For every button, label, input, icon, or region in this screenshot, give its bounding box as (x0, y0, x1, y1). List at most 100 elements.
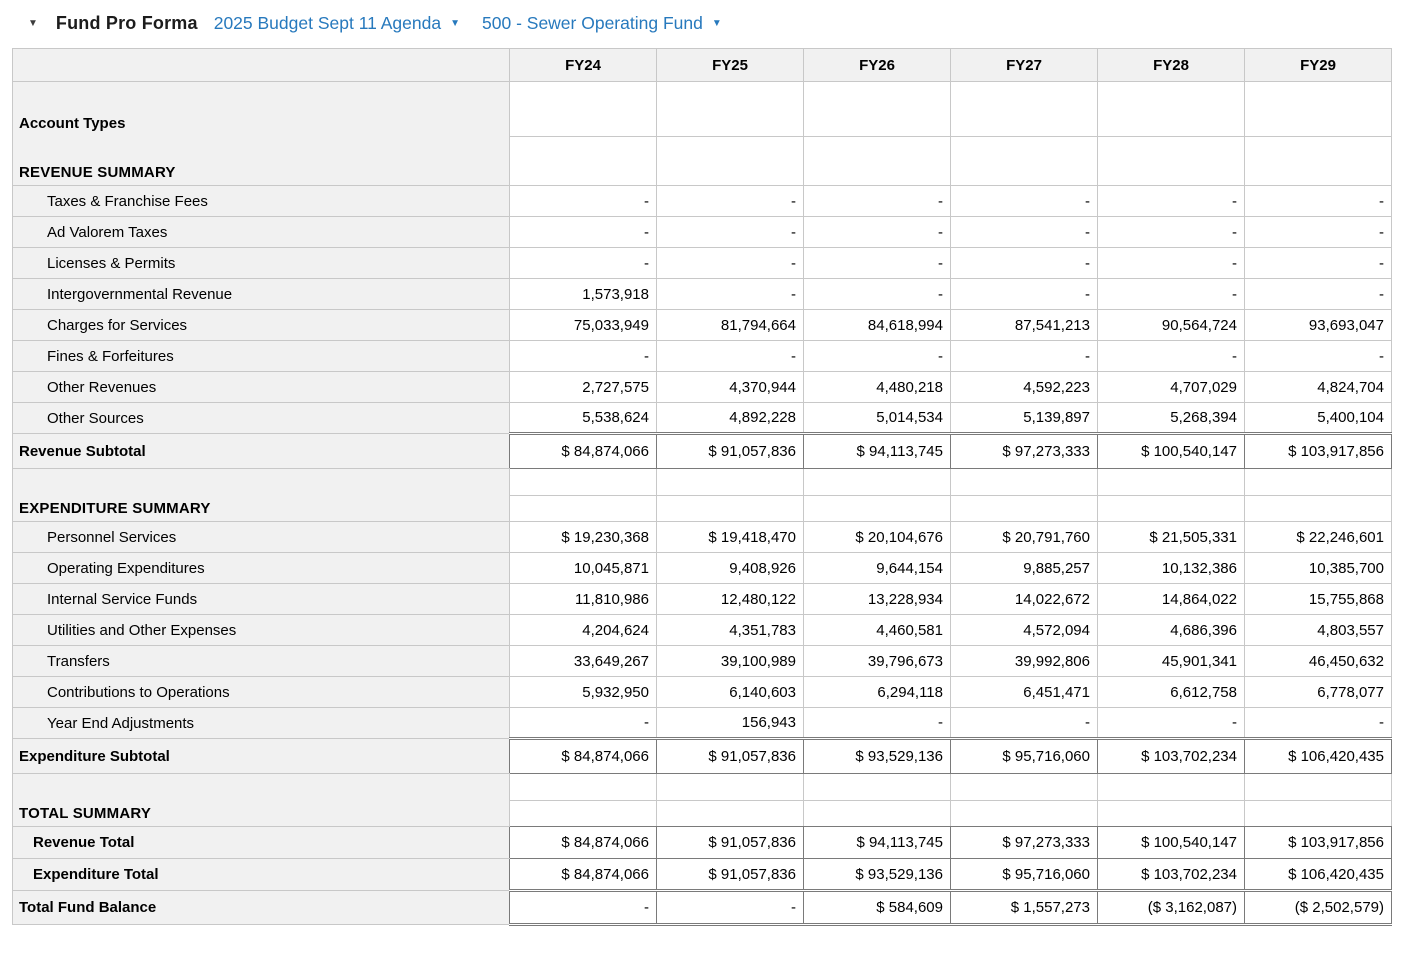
cell-total-summary-fy28 (1097, 800, 1245, 827)
cell-fines-forfeitures-fy26: - (803, 340, 951, 372)
row-revenue-subtotal: Revenue Subtotal $ 84,874,066 $ 91,057,8… (12, 432, 1392, 469)
table-body: Account Types REVENUE SUMMARY Taxes & Fr… (12, 81, 1392, 926)
chevron-down-icon: ▼ (711, 17, 722, 29)
cell-transfers-fy25: 39,100,989 (656, 645, 804, 677)
cell-other-sources-fy25: 4,892,228 (656, 402, 804, 434)
row-taxes-franchise-fees: Taxes & Franchise Fees - - - - - - (12, 185, 1392, 217)
cell-intergovernmental-revenue-fy26: - (803, 278, 951, 310)
cell-operating-expenditures-fy26: 9,644,154 (803, 552, 951, 584)
row-label-ad-valorem-taxes: Ad Valorem Taxes (12, 216, 510, 248)
cell-revenue-summary-fy27 (950, 136, 1098, 186)
row-total-fund-balance: Total Fund Balance - - $ 584,609 $ 1,557… (12, 889, 1392, 926)
cell-operating-expenditures-fy24: 10,045,871 (509, 552, 657, 584)
cell-expenditure-summary-fy28 (1097, 495, 1245, 522)
row-label-contributions-to-operations: Contributions to Operations (12, 676, 510, 708)
cell-total-summary-fy29 (1244, 800, 1392, 827)
cell-revenue-subtotal-fy26: $ 94,113,745 (803, 432, 951, 469)
cell-total-fund-balance-fy27: $ 1,557,273 (950, 889, 1098, 926)
cell-revenue-subtotal-fy29: $ 103,917,856 (1244, 432, 1392, 469)
cell-other-sources-fy29: 5,400,104 (1244, 402, 1392, 434)
row-label-blank (12, 773, 510, 801)
cell-year-end-adjustments-fy24: - (509, 707, 657, 739)
row-other-revenues: Other Revenues 2,727,575 4,370,944 4,480… (12, 371, 1392, 403)
cell-personnel-services-fy29: $ 22,246,601 (1244, 521, 1392, 553)
row-expenditure-total: Expenditure Total $ 84,874,066 $ 91,057,… (12, 858, 1392, 891)
cell-account-types-fy29 (1244, 81, 1392, 137)
cell-taxes-franchise-fees-fy29: - (1244, 185, 1392, 217)
row-licenses-permits: Licenses & Permits - - - - - - (12, 247, 1392, 279)
cell-expenditure-subtotal-fy26: $ 93,529,136 (803, 737, 951, 774)
collapse-caret-icon[interactable]: ▼ (28, 17, 38, 29)
cell-expenditure-summary-fy25 (656, 495, 804, 522)
cell-expenditure-subtotal-fy27: $ 95,716,060 (950, 737, 1098, 774)
cell-taxes-franchise-fees-fy26: - (803, 185, 951, 217)
cell-account-types-fy28 (1097, 81, 1245, 137)
cell-account-types-fy25 (656, 81, 804, 137)
cell-blank-fy27 (950, 773, 1098, 801)
cell-contributions-to-operations-fy25: 6,140,603 (656, 676, 804, 708)
cell-revenue-summary-fy26 (803, 136, 951, 186)
row-fines-forfeitures: Fines & Forfeitures - - - - - - (12, 340, 1392, 372)
row-label-licenses-permits: Licenses & Permits (12, 247, 510, 279)
budget-dropdown-label: 2025 Budget Sept 11 Agenda (213, 13, 442, 33)
cell-other-sources-fy28: 5,268,394 (1097, 402, 1245, 434)
cell-charges-for-services-fy24: 75,033,949 (509, 309, 657, 341)
row-label-expenditure-summary: EXPENDITURE SUMMARY (12, 495, 510, 522)
row-label-operating-expenditures: Operating Expenditures (12, 552, 510, 584)
cell-blank-fy26 (803, 773, 951, 801)
fund-dropdown[interactable]: 500 - Sewer Operating Fund ▼ (482, 13, 722, 34)
row-label-taxes-franchise-fees: Taxes & Franchise Fees (12, 185, 510, 217)
cell-fines-forfeitures-fy29: - (1244, 340, 1392, 372)
cell-other-sources-fy26: 5,014,534 (803, 402, 951, 434)
row-year-end-adjustments: Year End Adjustments - 156,943 - - - - (12, 707, 1392, 739)
cell-expenditure-subtotal-fy29: $ 106,420,435 (1244, 737, 1392, 774)
cell-revenue-summary-fy28 (1097, 136, 1245, 186)
row-label-intergovernmental-revenue: Intergovernmental Revenue (12, 278, 510, 310)
cell-ad-valorem-taxes-fy24: - (509, 216, 657, 248)
cell-year-end-adjustments-fy26: - (803, 707, 951, 739)
cell-total-fund-balance-fy29: ($ 2,502,579) (1244, 889, 1392, 926)
cell-expenditure-subtotal-fy25: $ 91,057,836 (656, 737, 804, 774)
cell-blank-fy29 (1244, 773, 1392, 801)
toolbar: ▼ Fund Pro Forma 2025 Budget Sept 11 Age… (0, 0, 1409, 40)
cell-utilities-and-other-expenses-fy26: 4,460,581 (803, 614, 951, 646)
cell-operating-expenditures-fy25: 9,408,926 (656, 552, 804, 584)
cell-expenditure-total-fy28: $ 103,702,234 (1097, 858, 1245, 891)
cell-revenue-total-fy28: $ 100,540,147 (1097, 826, 1245, 859)
cell-other-revenues-fy28: 4,707,029 (1097, 371, 1245, 403)
row-label-other-sources: Other Sources (12, 402, 510, 434)
cell-revenue-subtotal-fy27: $ 97,273,333 (950, 432, 1098, 469)
cell-blank-fy24 (509, 773, 657, 801)
cell-operating-expenditures-fy27: 9,885,257 (950, 552, 1098, 584)
cell-revenue-total-fy29: $ 103,917,856 (1244, 826, 1392, 859)
cell-expenditure-total-fy27: $ 95,716,060 (950, 858, 1098, 891)
row-label-revenue-summary: REVENUE SUMMARY (12, 136, 510, 186)
cell-blank-fy25 (656, 468, 804, 496)
row-label-internal-service-funds: Internal Service Funds (12, 583, 510, 615)
cell-utilities-and-other-expenses-fy24: 4,204,624 (509, 614, 657, 646)
cell-other-sources-fy27: 5,139,897 (950, 402, 1098, 434)
cell-expenditure-summary-fy29 (1244, 495, 1392, 522)
cell-internal-service-funds-fy26: 13,228,934 (803, 583, 951, 615)
cell-blank-fy28 (1097, 468, 1245, 496)
cell-ad-valorem-taxes-fy28: - (1097, 216, 1245, 248)
cell-operating-expenditures-fy29: 10,385,700 (1244, 552, 1392, 584)
row-transfers: Transfers 33,649,267 39,100,989 39,796,6… (12, 645, 1392, 677)
row-label-personnel-services: Personnel Services (12, 521, 510, 553)
row-label-charges-for-services: Charges for Services (12, 309, 510, 341)
cell-account-types-fy27 (950, 81, 1098, 137)
cell-utilities-and-other-expenses-fy29: 4,803,557 (1244, 614, 1392, 646)
cell-transfers-fy28: 45,901,341 (1097, 645, 1245, 677)
budget-dropdown[interactable]: 2025 Budget Sept 11 Agenda ▼ (214, 13, 460, 34)
pro-forma-table: FY24 FY25 FY26 FY27 FY28 FY29 Account Types R… (12, 48, 1392, 926)
cell-blank-fy25 (656, 773, 804, 801)
cell-charges-for-services-fy27: 87,541,213 (950, 309, 1098, 341)
cell-expenditure-total-fy26: $ 93,529,136 (803, 858, 951, 891)
cell-total-fund-balance-fy26: $ 584,609 (803, 889, 951, 926)
cell-total-summary-fy24 (509, 800, 657, 827)
cell-revenue-subtotal-fy24: $ 84,874,066 (509, 432, 657, 469)
row-label-blank (12, 468, 510, 496)
row-charges-for-services: Charges for Services 75,033,949 81,794,6… (12, 309, 1392, 341)
cell-revenue-total-fy25: $ 91,057,836 (656, 826, 804, 859)
row-blank (12, 773, 1392, 801)
